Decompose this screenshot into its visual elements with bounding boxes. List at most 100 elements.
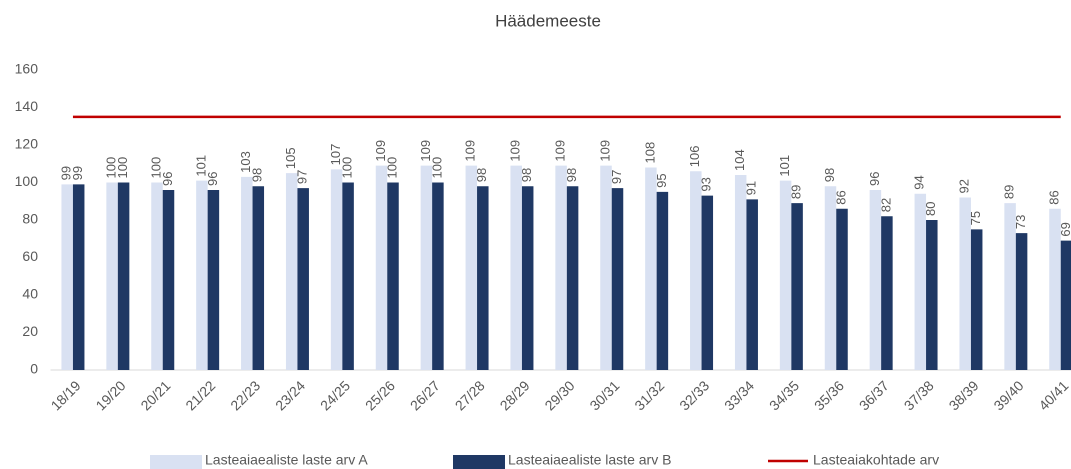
data-label: 86 (1046, 190, 1061, 204)
data-label: 101 (193, 155, 208, 177)
bar (970, 229, 983, 370)
x-tick-label: 40/41 (1035, 377, 1071, 413)
chart-title: Häädemeeste (495, 11, 601, 30)
y-tick-label: 80 (22, 211, 38, 227)
x-tick-label: 36/37 (856, 377, 892, 413)
data-label: 96 (867, 172, 882, 186)
bar (510, 165, 522, 370)
x-tick-label: 20/21 (137, 377, 173, 413)
bar (914, 193, 927, 370)
bar (297, 188, 309, 370)
bar (521, 186, 534, 370)
data-label: 100 (384, 157, 399, 179)
x-tick-label: 18/19 (48, 377, 84, 413)
bar (611, 188, 624, 370)
bar (106, 182, 118, 370)
bar (432, 182, 444, 370)
data-label: 97 (609, 170, 624, 184)
x-tick-label: 21/22 (182, 377, 218, 413)
bar (72, 184, 85, 370)
y-tick-label: 100 (15, 173, 39, 189)
bar (420, 165, 433, 370)
data-label: 109 (553, 140, 568, 162)
data-label: 99 (59, 166, 74, 180)
data-label: 95 (654, 173, 669, 187)
data-label: 98 (519, 168, 534, 182)
data-label: 92 (957, 179, 972, 193)
bar (1015, 233, 1028, 370)
data-label: 82 (878, 198, 893, 212)
x-tick-label: 23/24 (272, 377, 308, 413)
bar (926, 220, 938, 370)
bar (566, 186, 579, 370)
data-label: 73 (1013, 215, 1028, 229)
data-label: 75 (968, 211, 983, 225)
bar (600, 165, 612, 370)
bar (734, 175, 747, 370)
x-tick-label: 30/31 (586, 377, 622, 413)
bar (645, 167, 657, 370)
bar (61, 184, 73, 370)
y-tick-label: 60 (22, 248, 38, 264)
y-tick-label: 20 (22, 323, 38, 339)
x-tick-label: 26/27 (407, 377, 443, 413)
bar (477, 186, 489, 370)
x-tick-label: 29/30 (541, 377, 577, 413)
data-label: 69 (1058, 222, 1071, 236)
x-tick-label: 31/32 (631, 377, 667, 413)
data-label: 86 (833, 190, 848, 204)
y-tick-label: 140 (15, 98, 39, 114)
y-tick-label: 0 (30, 361, 38, 377)
x-tick-label: 35/36 (811, 377, 847, 413)
bar (285, 173, 298, 370)
data-label: 97 (295, 170, 310, 184)
bar (881, 216, 893, 370)
data-label: 104 (732, 149, 747, 171)
y-tick-label: 160 (15, 61, 39, 77)
x-tick-label: 25/26 (362, 377, 398, 413)
data-label: 80 (923, 202, 938, 216)
bar (791, 203, 803, 370)
bar (387, 182, 399, 370)
bar (824, 186, 837, 370)
x-tick-label: 38/39 (946, 377, 982, 413)
x-tick-label: 37/38 (901, 377, 937, 413)
bar (555, 165, 567, 370)
data-label: 100 (429, 157, 444, 179)
bar (117, 182, 130, 370)
legend-swatch (150, 455, 202, 469)
bar (342, 182, 354, 370)
data-label: 98 (474, 168, 489, 182)
data-label: 89 (789, 185, 804, 199)
x-tick-label: 19/20 (92, 377, 128, 413)
x-tick-label: 34/35 (766, 377, 802, 413)
bar (836, 208, 848, 370)
bar (779, 180, 792, 370)
bar (656, 191, 669, 370)
legend-label: Lasteaiaealiste laste arv B (508, 452, 671, 468)
data-label: 107 (328, 144, 343, 166)
data-label: 98 (564, 168, 579, 182)
x-tick-label: 24/25 (317, 377, 353, 413)
x-tick-label: 27/28 (452, 377, 488, 413)
x-tick-label: 28/29 (497, 377, 533, 413)
data-label: 96 (160, 172, 175, 186)
bar (465, 165, 478, 370)
bar (746, 199, 758, 370)
data-label: 105 (283, 147, 298, 169)
data-label: 109 (597, 140, 612, 162)
data-label: 96 (205, 172, 220, 186)
legend-swatch (453, 455, 505, 469)
bar (869, 190, 882, 370)
data-label: 100 (104, 157, 119, 179)
data-label: 106 (687, 146, 702, 168)
bar (162, 190, 175, 370)
data-label: 89 (1002, 185, 1017, 199)
data-label: 100 (115, 157, 130, 179)
bar (959, 197, 971, 370)
bar (207, 190, 220, 370)
bar (241, 176, 253, 370)
data-label: 108 (642, 142, 657, 164)
y-tick-label: 120 (15, 136, 39, 152)
